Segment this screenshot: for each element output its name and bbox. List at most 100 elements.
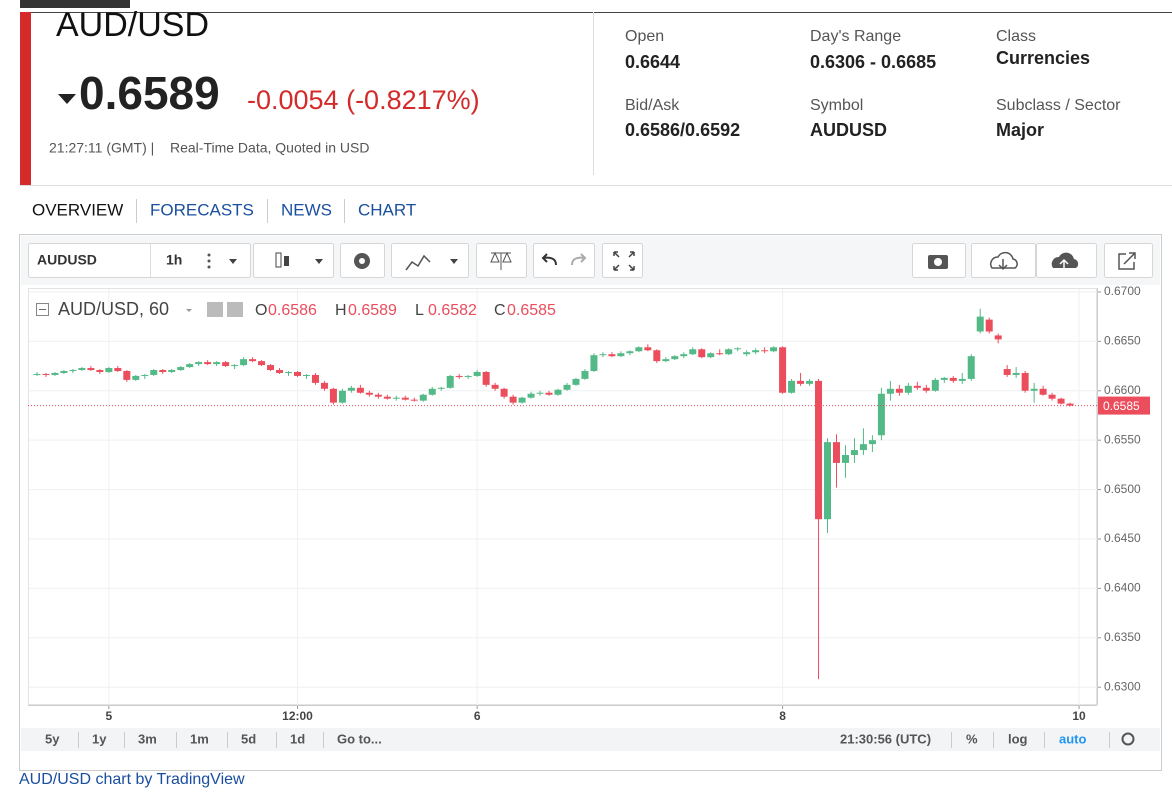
candle-body <box>267 365 275 371</box>
tab[interactable]: OVERVIEW <box>32 200 123 219</box>
candle-body <box>976 316 984 332</box>
candle-body <box>60 371 68 373</box>
candle-body <box>33 373 41 375</box>
candle-body <box>886 388 894 394</box>
range-button[interactable]: 1y <box>92 731 107 746</box>
candle-body <box>527 393 535 398</box>
candle-body <box>1030 388 1038 391</box>
candle-body <box>806 380 814 384</box>
settings-icon <box>227 302 243 317</box>
toolbar-button[interactable] <box>253 243 334 278</box>
candle-body <box>401 397 409 400</box>
candle-body <box>707 353 715 358</box>
camera-lens <box>934 258 942 266</box>
menu-dot <box>207 265 211 269</box>
candle-body <box>617 353 625 357</box>
y-tick-label: 0.6400 <box>1104 581 1141 595</box>
candle-body <box>635 347 643 352</box>
upload-arrow <box>1059 258 1069 269</box>
candle-body <box>293 371 301 376</box>
stat-value: AUDUSD <box>810 120 887 140</box>
candle-body <box>338 390 346 403</box>
stat-label: Symbol <box>810 97 863 114</box>
candle-body <box>913 385 921 388</box>
tab[interactable]: NEWS <box>281 200 332 219</box>
candle-body <box>150 370 158 375</box>
candle-body <box>922 387 930 391</box>
candle-body <box>437 387 445 389</box>
candle-body <box>868 440 876 445</box>
candle-body <box>87 368 95 371</box>
legend-value: 0.6586 <box>268 302 317 319</box>
y-tick-label: 0.6550 <box>1104 432 1141 446</box>
symbol-title: AUD/USD <box>56 6 209 44</box>
footer-link[interactable]: AUD/USD chart by TradingView <box>19 771 245 788</box>
candle-body <box>78 368 86 371</box>
clock: 21:30:56 (UTC) <box>840 731 931 746</box>
plot-area <box>28 288 1097 705</box>
candle-body <box>958 378 966 381</box>
candle-body <box>841 454 849 463</box>
candle-body <box>69 370 77 372</box>
range-button[interactable]: 1d <box>290 731 305 746</box>
candle-body <box>536 392 544 394</box>
price: 0.6589 <box>79 67 220 119</box>
option-button[interactable]: % <box>966 731 978 746</box>
tab[interactable]: CHART <box>358 200 416 219</box>
candle-body <box>931 379 939 391</box>
candle-body <box>1003 369 1011 375</box>
candle-body <box>1039 388 1047 395</box>
candle-body <box>383 396 391 399</box>
candle-body <box>572 378 580 385</box>
candle-body <box>1021 372 1029 391</box>
candle-body <box>491 384 499 389</box>
y-tick-label: 0.6500 <box>1104 482 1141 496</box>
candle-body <box>770 347 778 352</box>
candle-body <box>626 351 634 354</box>
candle-body <box>788 380 796 393</box>
candle-body <box>1048 394 1056 399</box>
candle-body <box>779 347 787 393</box>
candle-body <box>815 380 823 520</box>
range-button[interactable]: 1m <box>190 731 209 746</box>
candle-body <box>895 388 903 393</box>
settings-gear[interactable] <box>1121 732 1135 746</box>
toolbar-button[interactable] <box>391 243 469 278</box>
candle-body <box>1057 398 1065 404</box>
x-tick-label: 5 <box>106 709 113 723</box>
candle-body <box>877 393 885 436</box>
candle-body <box>204 362 212 365</box>
candle-body <box>356 387 364 393</box>
option-button[interactable]: log <box>1008 731 1028 746</box>
candle-body <box>240 359 248 366</box>
tab[interactable]: FORECASTS <box>150 200 254 219</box>
option-button[interactable]: auto <box>1059 731 1087 746</box>
candle-body <box>671 356 679 360</box>
candle-body <box>608 354 616 357</box>
range-button[interactable]: 3m <box>138 731 157 746</box>
candle-body <box>186 364 194 368</box>
candle-body <box>105 368 113 372</box>
time: 21:27:11 (GMT) | <box>49 140 154 156</box>
candle-body <box>464 375 472 377</box>
range-button[interactable]: 5y <box>45 731 60 746</box>
change: -0.0054 (-0.8217%) <box>247 85 480 115</box>
toolbar-button[interactable] <box>28 243 251 278</box>
candle-body <box>482 371 490 385</box>
x-tick-label: 8 <box>779 709 786 723</box>
current-price-label: 0.6585 <box>1103 399 1140 413</box>
range-button[interactable]: Go to... <box>337 731 382 746</box>
legend-key: C <box>494 302 506 319</box>
toolbar-button[interactable] <box>602 243 643 278</box>
candle-body <box>904 385 912 393</box>
candle-body <box>392 397 400 399</box>
range-button[interactable]: 5d <box>241 731 256 746</box>
x-tick-label: 10 <box>1072 709 1086 723</box>
dropdown-caret <box>450 259 458 264</box>
candle-body <box>698 349 706 358</box>
toolbar-button[interactable] <box>533 243 595 278</box>
candle-body <box>859 444 867 451</box>
candle-body <box>967 356 975 379</box>
stat-label: Open <box>625 28 664 45</box>
candle-body <box>455 375 463 377</box>
